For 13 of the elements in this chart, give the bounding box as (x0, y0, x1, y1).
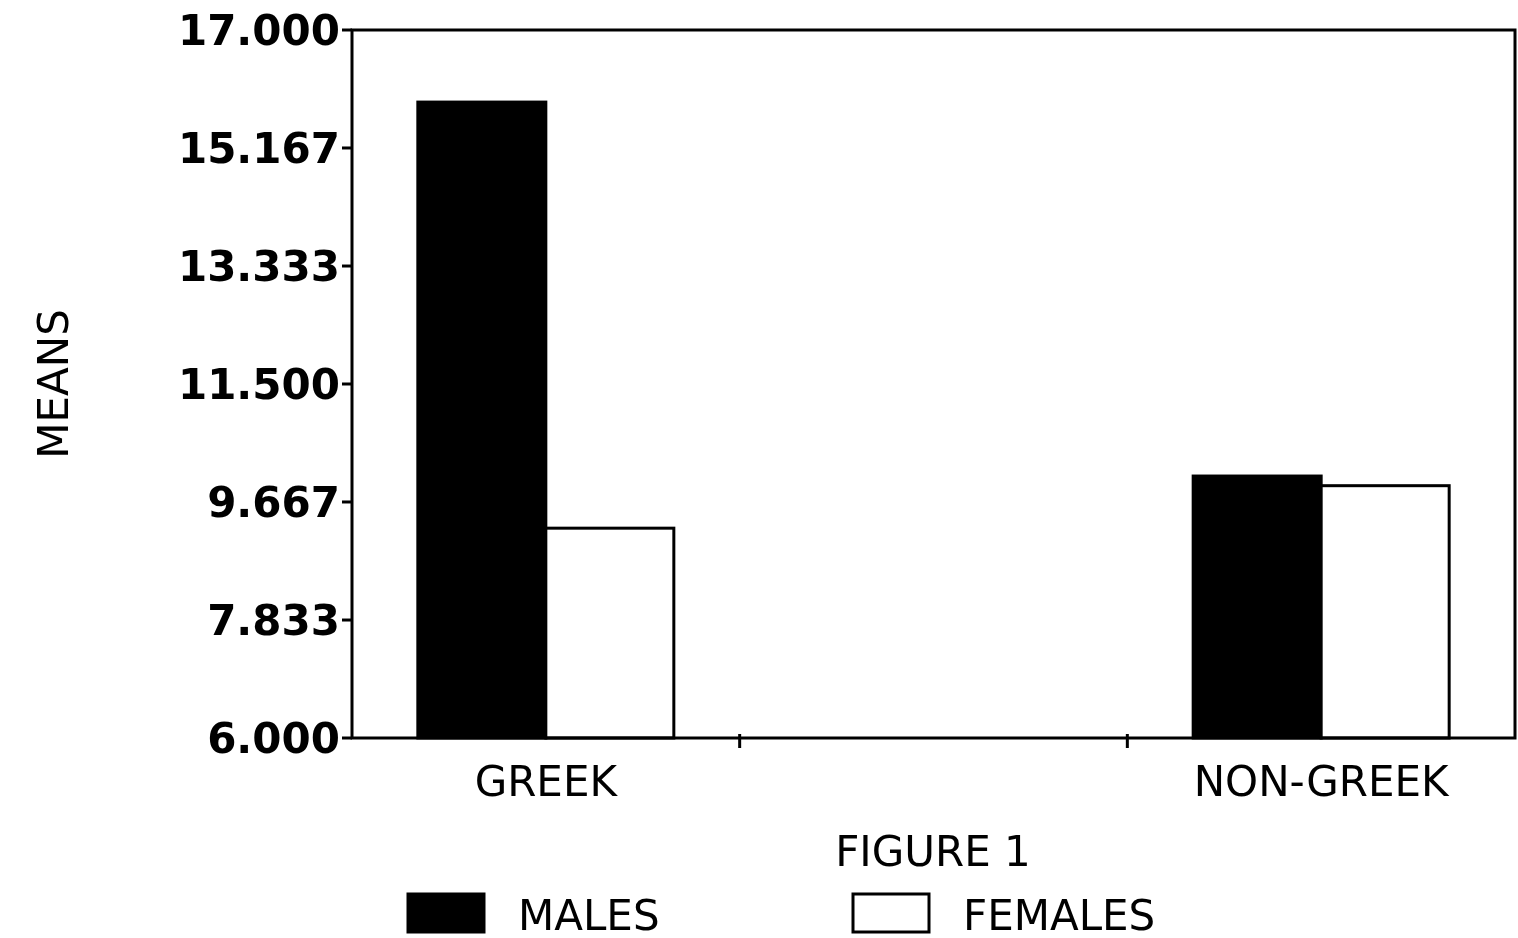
x-tick-label: NON-GREEK (1193, 757, 1451, 806)
text: FIGURE 1 (835, 827, 1031, 876)
y-tick-label: 17.000 (177, 6, 340, 56)
legend-label: FEMALES (963, 891, 1156, 938)
y-tick-label: 13.333 (177, 242, 340, 292)
y-tick-label: 7.833 (207, 596, 340, 646)
y-axis-title: MEANS (29, 309, 78, 459)
y-tick-label: 9.667 (207, 478, 340, 528)
legend-label: MALES (518, 891, 660, 938)
x-tick-label: GREEK (474, 757, 619, 806)
y-tick-label: 15.167 (177, 124, 340, 174)
y-tick-label: 6.000 (207, 714, 340, 764)
y-tick-label: 11.500 (177, 360, 340, 410)
